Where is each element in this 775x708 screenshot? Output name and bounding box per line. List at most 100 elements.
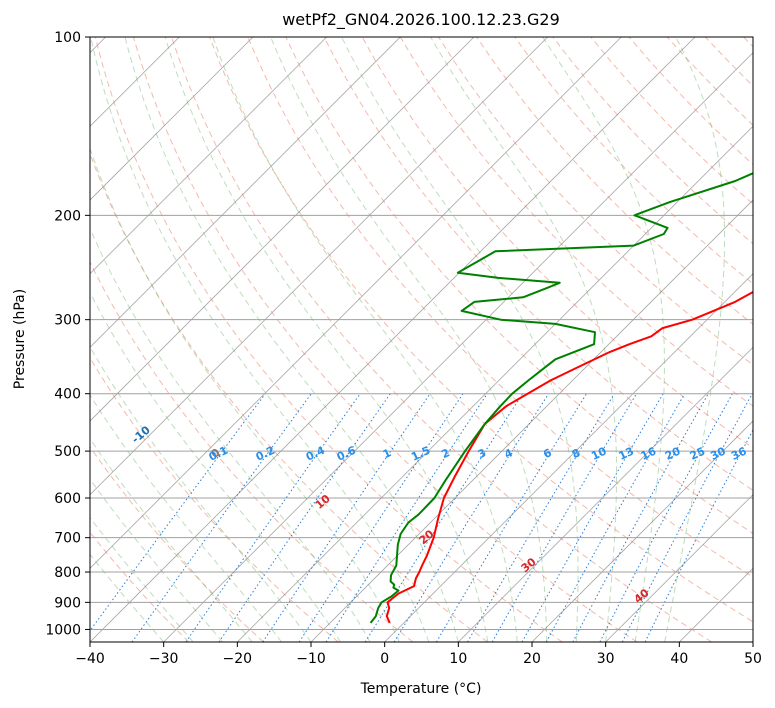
x-tick-label: 40 [670,651,688,667]
mixing-ratio-label: 25 [688,445,707,463]
y-tick-label: 700 [54,531,81,547]
isotherm-line [237,125,753,642]
mixing-ratio-line [131,393,312,642]
y-tick-label: 800 [54,565,81,581]
moist-adiabat-line [90,227,371,642]
mixing-ratio-label: 0.2 [254,444,277,464]
dry-adiabat-line [247,37,753,578]
mixing-ratio-line [218,393,391,642]
moist-adiabat-line [212,37,518,642]
mixing-ratio-line [644,428,753,642]
mixing-ratio-line [521,393,664,642]
y-axis-label: Pressure (hPa) [12,289,28,389]
moist-adiabat-line [664,37,726,642]
isotherm-line [90,37,327,275]
mixing-ratio-label: 0.6 [335,444,358,464]
x-tick-label: −40 [75,651,105,667]
moist-adiabat-line [90,437,253,642]
moist-adiabat-line [90,37,430,642]
moist-adiabat-line [90,394,282,642]
mixing-ratio-line [325,393,488,642]
mixing-ratio-line [364,393,524,642]
dry-adiabat-label: 40 [632,586,652,606]
moist-adiabat-line [124,37,459,642]
plot-frame [89,36,754,643]
moist-adiabat-line [90,553,165,642]
dry-adiabat-line [90,260,414,642]
dry-adiabat-label: -10 [129,423,153,446]
axis-ticks: −40 −30 −20 −10 0 10 20 30 40 50 1000 900 800 700 600 5… [45,30,762,667]
isotherm-line [458,346,753,642]
isotherm-line [90,37,622,569]
pressure-gridlines [90,37,753,630]
mixing-ratio-label: 16 [639,444,659,462]
dry-adiabat-label: 10 [313,492,333,512]
dry-adiabat-line [132,37,638,642]
y-tick-label: 600 [54,491,81,507]
dry-adiabat-line [171,37,712,642]
mixing-ratio-line [298,393,464,642]
moist-adiabat-line [90,516,194,642]
mixing-ratio-label: 10 [589,444,609,462]
dewpoint-line [369,172,753,624]
isotherm-line [679,567,753,642]
mixing-ratio-line [545,393,686,642]
y-tick-label: 100 [54,30,81,46]
mixing-ratio-line [393,393,550,642]
isotherm-line [90,37,548,496]
dry-adiabat-line [209,37,753,623]
moist-adiabat-line [90,147,400,642]
mixing-ratio-line [435,393,587,642]
dry-adiabat-line [476,37,753,325]
dry-adiabat-line [90,152,488,642]
x-tick-label: −10 [296,651,326,667]
dry-adiabat-line [743,37,753,48]
x-axis-label: Temperature (°C) [360,681,482,697]
isotherm-line [90,37,401,348]
mixing-ratio-line [262,393,431,642]
dry-adiabat-line [666,37,753,126]
moist-adiabat-line [90,478,223,642]
moist-adiabat-line [542,37,665,642]
x-tick-label: 20 [523,651,541,667]
moist-adiabat-line [430,37,617,642]
dry-adiabat-line [90,531,190,642]
mixing-ratio-label: 36 [729,444,749,462]
mixing-ratio-label: 30 [708,444,728,462]
mixing-ratio-label: 1 [381,446,393,461]
x-tick-label: 10 [449,651,467,667]
isotherm-line [384,273,753,642]
dry-adiabat-line [514,37,753,285]
isotherm-line [605,494,753,642]
mixing-ratio-line [599,393,733,642]
dry-adiabat-line [285,37,753,535]
moist-adiabat-line [270,37,548,642]
dry-adiabat-line [323,37,753,491]
y-tick-label: 500 [54,444,81,460]
x-tick-label: −30 [149,651,179,667]
profile-series [369,172,753,624]
mixing-ratio-label: 20 [663,444,683,462]
moist-adiabat-line [90,291,341,642]
x-tick-label: 0 [380,651,389,667]
isotherm-line [310,199,753,642]
moist-adiabat-line [341,37,579,642]
x-tick-label: 30 [597,651,615,667]
isotherm-line [90,37,475,422]
mixing-ratio-label: 1.5 [409,444,432,464]
reference-labels: -100-90-80-70-60-50-40-30-20-10010203040… [129,423,749,606]
mixing-ratio-line [572,393,709,642]
chart-title: wetPf2_GN04.2026.100.12.23.G29 [282,10,560,30]
dry-adiabat-line [590,37,753,205]
mixing-ratio-label: 13 [617,445,636,463]
mixing-ratio-label: 0.4 [304,444,327,464]
mixing-ratio-line [467,393,615,642]
y-tick-label: 200 [54,208,81,224]
isotherm-line [531,420,753,642]
temperature-line [385,290,753,624]
moist-adiabat-line [90,345,312,642]
y-tick-label: 400 [54,387,81,403]
x-tick-label: −20 [223,651,253,667]
mixing-ratio-label: 2 [439,446,451,461]
